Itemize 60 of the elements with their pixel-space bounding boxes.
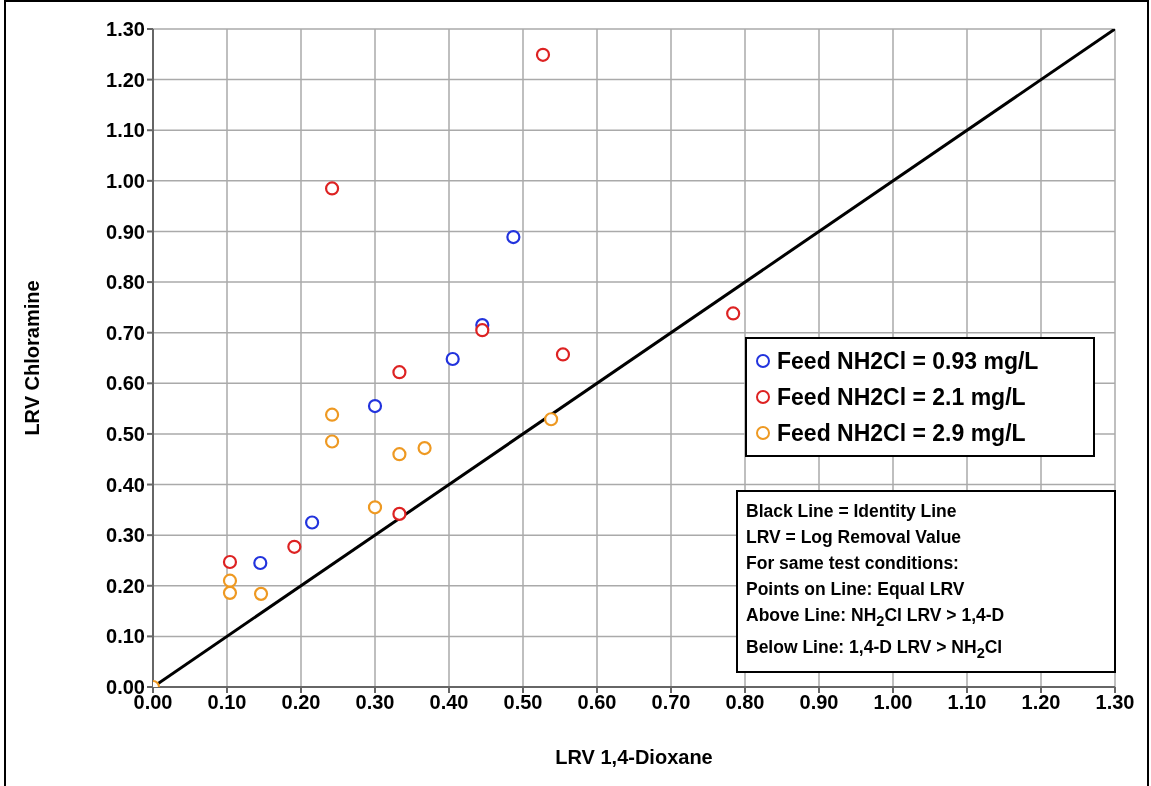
x-axis-title: LRV 1,4-Dioxane bbox=[555, 746, 713, 768]
x-tick-label: 0.40 bbox=[429, 691, 469, 714]
x-tick-label: 0.50 bbox=[503, 691, 543, 714]
y-tick-label: 1.30 bbox=[106, 18, 145, 41]
point bbox=[392, 506, 407, 521]
x-tick-label: 0.30 bbox=[355, 691, 395, 714]
point bbox=[392, 365, 407, 380]
y-axis-title: LRV Chloramine bbox=[21, 280, 44, 436]
x-tick-label: 0.90 bbox=[799, 691, 839, 714]
point bbox=[367, 398, 383, 414]
y-tick-label: 0.40 bbox=[106, 473, 145, 496]
y-tick-label: 0.30 bbox=[106, 524, 145, 547]
annotation: For same test conditions: bbox=[746, 552, 960, 575]
y-tick-label: 0.60 bbox=[106, 372, 145, 395]
y-tick-label: 1.10 bbox=[106, 119, 145, 142]
point bbox=[287, 539, 302, 554]
annotation: LRV = Log Removal Value bbox=[746, 526, 963, 549]
point bbox=[555, 347, 571, 362]
x-tick-label: 0.70 bbox=[651, 691, 691, 714]
y-tick-label: 0.70 bbox=[106, 321, 145, 344]
x-tick-label: 1.30 bbox=[1095, 691, 1135, 714]
point bbox=[253, 586, 269, 601]
point bbox=[253, 555, 268, 571]
y-tick-label: 0.20 bbox=[106, 574, 145, 597]
point bbox=[305, 515, 320, 530]
legend-label: Feed NH2Cl = 2.9 mg/L bbox=[777, 419, 1026, 448]
point bbox=[222, 573, 238, 588]
point bbox=[544, 412, 559, 427]
x-tick-label: 0.20 bbox=[281, 691, 321, 714]
point bbox=[324, 407, 340, 422]
point bbox=[222, 585, 238, 600]
y-tick-label: 0.10 bbox=[106, 625, 145, 648]
x-tick-label: 0.80 bbox=[725, 691, 765, 714]
point bbox=[726, 306, 741, 321]
legend-label: Feed NH2Cl = 0.93 mg/L bbox=[777, 347, 1039, 376]
point bbox=[535, 47, 551, 62]
point bbox=[324, 181, 340, 196]
point bbox=[506, 229, 521, 245]
x-tick-label: 1.10 bbox=[947, 691, 987, 714]
x-tick-label: 1.00 bbox=[873, 691, 913, 714]
legend-label: Feed NH2Cl = 2.1 mg/L bbox=[777, 383, 1026, 412]
x-tick-label: 0.60 bbox=[577, 691, 617, 714]
annotation: Above Line: NH$_{2}$Cl LRV > 1,4-D bbox=[746, 604, 1006, 631]
x-tick-label: 1.20 bbox=[1021, 691, 1061, 714]
point bbox=[417, 441, 432, 456]
annotation: Points on Line: Equal LRV bbox=[746, 578, 966, 601]
y-tick-label: 1.00 bbox=[106, 169, 145, 192]
y-tick-label: 0.50 bbox=[106, 423, 145, 446]
point bbox=[367, 500, 383, 515]
point bbox=[392, 447, 407, 462]
annotation: Black Line = Identity Line bbox=[746, 500, 958, 523]
y-tick-label: 1.20 bbox=[106, 68, 145, 91]
x-tick-label: 0.10 bbox=[207, 691, 247, 714]
point bbox=[324, 434, 340, 449]
y-tick-label: 0.80 bbox=[106, 271, 145, 294]
point bbox=[475, 323, 490, 338]
annotation: Below Line: 1,4-D LRV > NH$_{2}$Cl bbox=[746, 635, 1004, 662]
point bbox=[222, 554, 238, 570]
point bbox=[445, 351, 460, 367]
y-tick-label: 0.90 bbox=[106, 220, 145, 243]
